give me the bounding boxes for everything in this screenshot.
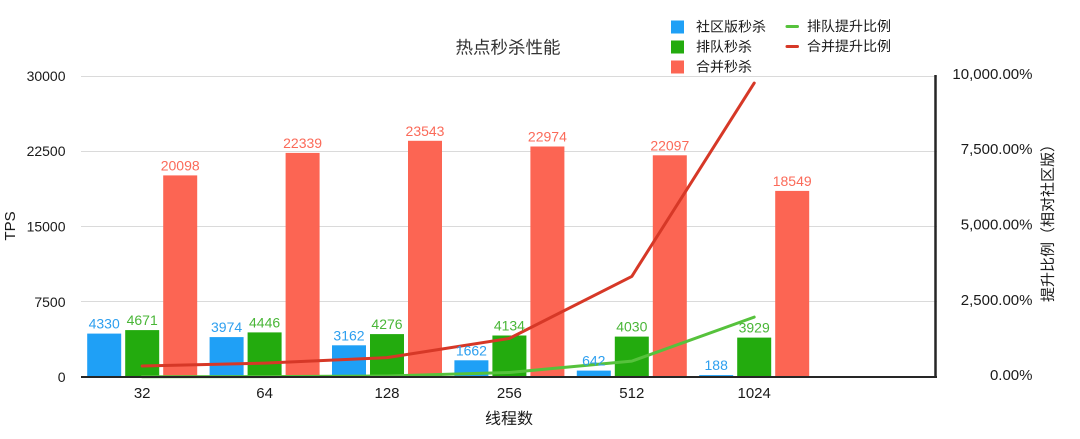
svg-text:5,000.00%: 5,000.00% [961, 217, 1033, 234]
svg-text:4276: 4276 [371, 316, 402, 332]
svg-text:3929: 3929 [739, 320, 770, 336]
svg-text:30000: 30000 [27, 68, 66, 84]
svg-text:512: 512 [619, 385, 644, 402]
svg-text:20098: 20098 [161, 157, 200, 173]
svg-text:0: 0 [58, 369, 66, 385]
svg-text:64: 64 [256, 385, 273, 402]
svg-text:4030: 4030 [616, 319, 647, 335]
svg-text:256: 256 [497, 385, 522, 402]
svg-text:TPS: TPS [2, 211, 19, 240]
svg-text:642: 642 [582, 353, 606, 369]
svg-text:1024: 1024 [738, 385, 771, 402]
svg-text:128: 128 [374, 385, 399, 402]
svg-text:15000: 15000 [27, 219, 66, 235]
svg-text:4671: 4671 [127, 312, 158, 328]
svg-text:22097: 22097 [650, 137, 689, 153]
svg-text:4330: 4330 [89, 316, 120, 332]
svg-text:4446: 4446 [249, 314, 280, 330]
svg-text:7,500.00%: 7,500.00% [961, 141, 1033, 158]
svg-text:1662: 1662 [456, 342, 487, 358]
svg-text:10,000.00%: 10,000.00% [952, 66, 1032, 83]
svg-text:22500: 22500 [27, 143, 66, 159]
svg-text:32: 32 [134, 385, 151, 402]
svg-text:3974: 3974 [211, 319, 242, 335]
svg-text:0.00%: 0.00% [990, 367, 1033, 384]
svg-text:3162: 3162 [333, 327, 364, 343]
svg-text:4134: 4134 [494, 318, 525, 334]
svg-text:188: 188 [705, 357, 729, 373]
svg-text:22339: 22339 [283, 135, 322, 151]
svg-text:18549: 18549 [773, 173, 812, 189]
svg-text:7500: 7500 [34, 294, 65, 310]
svg-text:2,500.00%: 2,500.00% [961, 292, 1033, 309]
svg-text:23543: 23543 [406, 123, 445, 139]
svg-text:22974: 22974 [528, 129, 567, 145]
